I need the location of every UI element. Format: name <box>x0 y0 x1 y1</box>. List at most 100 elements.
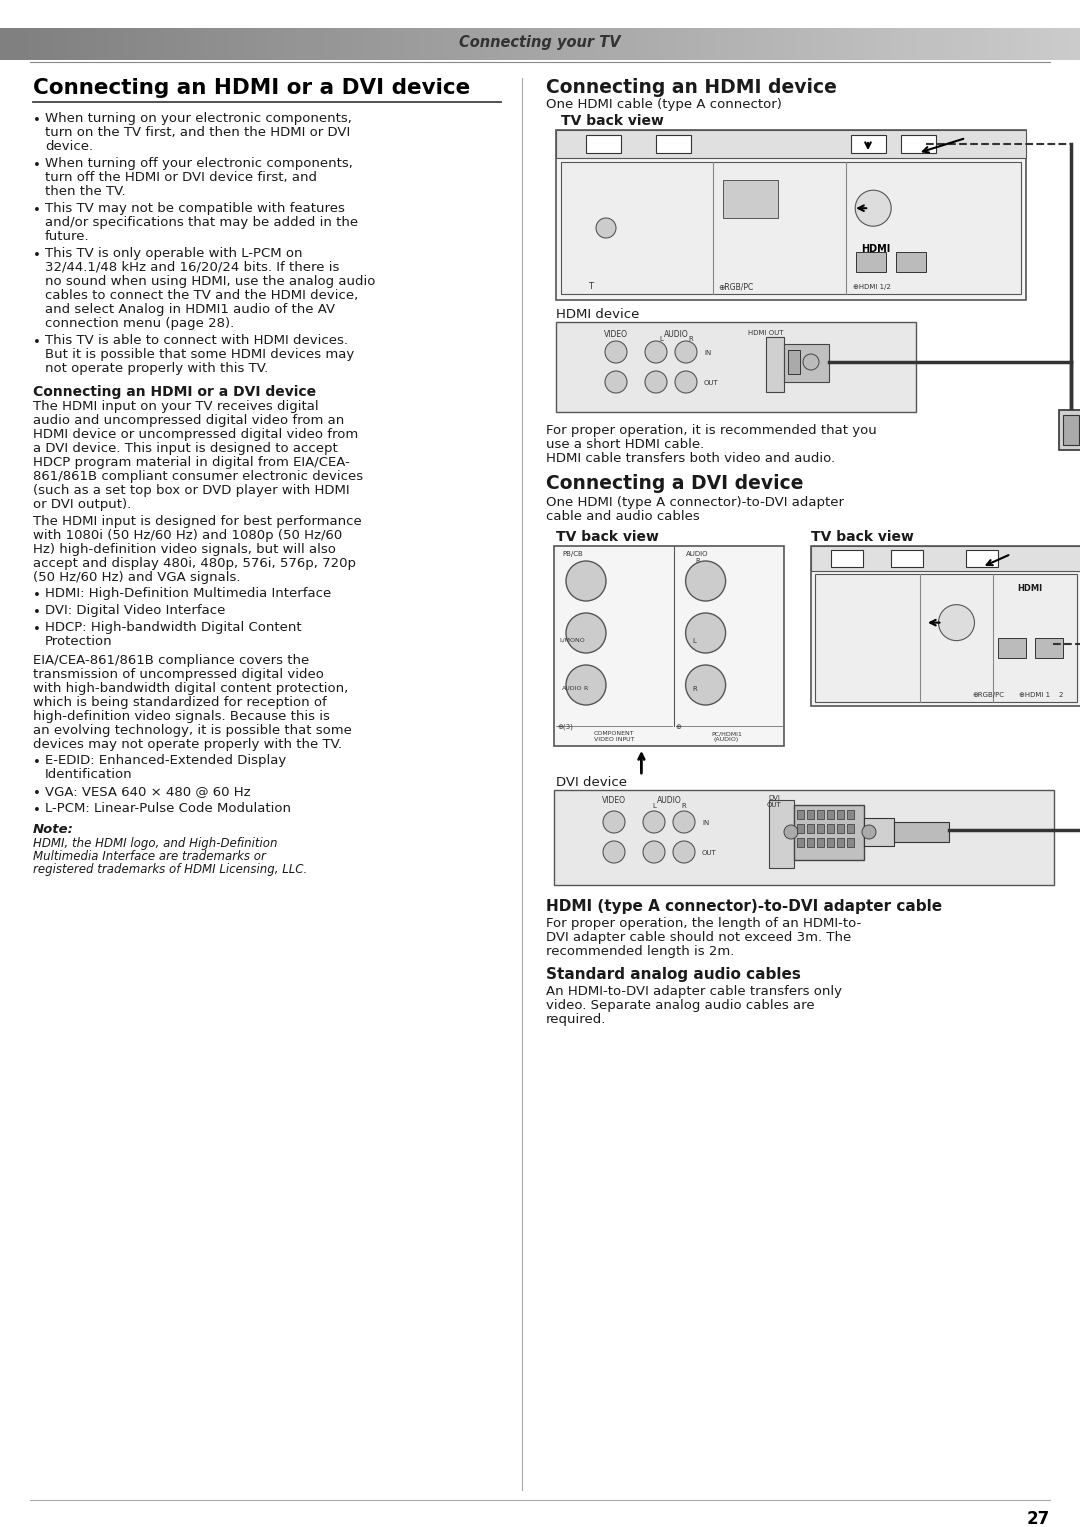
Bar <box>797 809 804 818</box>
Text: HDMI cable transfers both video and audio.: HDMI cable transfers both video and audi… <box>546 452 835 466</box>
Text: IN: IN <box>702 820 710 826</box>
Bar <box>95 27 110 60</box>
Text: accept and display 480i, 480p, 576i, 576p, 720p: accept and display 480i, 480p, 576i, 576… <box>33 557 356 570</box>
Text: •: • <box>33 249 41 263</box>
Bar <box>1053 27 1068 60</box>
Text: One HDMI cable (type A connector): One HDMI cable (type A connector) <box>546 98 782 111</box>
Bar <box>702 27 717 60</box>
Bar <box>486 27 501 60</box>
Text: When turning on your electronic components,: When turning on your electronic componen… <box>45 111 352 125</box>
Bar <box>986 27 1001 60</box>
Circle shape <box>605 371 627 392</box>
Bar <box>378 27 393 60</box>
Bar <box>405 27 420 60</box>
Circle shape <box>566 664 606 705</box>
Bar <box>945 27 960 60</box>
Text: ⊕HDMI 1: ⊕HDMI 1 <box>1020 692 1051 698</box>
Text: an evolving technology, it is possible that some: an evolving technology, it is possible t… <box>33 724 352 738</box>
Bar <box>864 818 894 846</box>
Text: •: • <box>33 336 41 350</box>
Bar <box>337 27 353 60</box>
Text: HDMI OUT: HDMI OUT <box>748 330 783 336</box>
Text: COMPONENT: COMPONENT <box>594 731 634 736</box>
Text: HDMI, the HDMI logo, and High-Definition: HDMI, the HDMI logo, and High-Definition <box>33 837 278 851</box>
Bar <box>847 809 854 818</box>
Bar <box>1063 415 1079 444</box>
Text: device.: device. <box>45 140 93 153</box>
Bar <box>189 27 204 60</box>
Text: DVI adapter cable should not exceed 3m. The: DVI adapter cable should not exceed 3m. … <box>546 931 851 944</box>
Bar <box>807 809 814 818</box>
Text: E-EDID: Enhanced-Extended Display: E-EDID: Enhanced-Extended Display <box>45 754 286 767</box>
Text: L: L <box>652 803 656 809</box>
Text: PC/HDMI1: PC/HDMI1 <box>711 731 742 736</box>
Text: future.: future. <box>45 231 90 243</box>
Text: •: • <box>33 589 41 602</box>
Text: An HDMI-to-DVI adapter cable transfers only: An HDMI-to-DVI adapter cable transfers o… <box>546 985 842 999</box>
Bar <box>581 27 596 60</box>
Bar <box>203 27 218 60</box>
Text: not operate properly with this TV.: not operate properly with this TV. <box>45 362 268 376</box>
Bar <box>959 27 974 60</box>
Text: When turning off your electronic components,: When turning off your electronic compone… <box>45 157 353 169</box>
Text: For proper operation, the length of an HDMI-to-: For proper operation, the length of an H… <box>546 918 861 930</box>
Bar <box>784 344 829 382</box>
Bar <box>41 27 56 60</box>
Text: cables to connect the TV and the HDMI device,: cables to connect the TV and the HDMI de… <box>45 289 359 302</box>
Circle shape <box>603 841 625 863</box>
Text: TV back view: TV back view <box>811 530 914 544</box>
Text: (AUDIO): (AUDIO) <box>714 738 739 742</box>
Bar <box>756 27 771 60</box>
Circle shape <box>784 825 798 838</box>
Bar <box>891 27 906 60</box>
Text: Connecting an HDMI or a DVI device: Connecting an HDMI or a DVI device <box>33 78 470 98</box>
Bar <box>901 134 936 153</box>
Bar <box>837 838 843 847</box>
Bar <box>270 27 285 60</box>
Text: PB/CB: PB/CB <box>562 551 583 557</box>
Bar <box>513 27 528 60</box>
Text: ⊕RGB/PC: ⊕RGB/PC <box>972 692 1004 698</box>
Bar <box>365 27 380 60</box>
Text: cable and audio cables: cable and audio cables <box>546 510 700 524</box>
Bar <box>851 27 866 60</box>
Bar <box>877 27 893 60</box>
Text: VIDEO: VIDEO <box>604 330 627 339</box>
Bar <box>864 27 879 60</box>
Text: AUDIO: AUDIO <box>686 551 708 557</box>
Bar <box>794 805 864 860</box>
Bar <box>816 809 824 818</box>
Text: HDMI: HDMI <box>862 244 891 253</box>
Text: Standard analog audio cables: Standard analog audio cables <box>546 967 801 982</box>
Bar <box>918 27 933 60</box>
Circle shape <box>605 341 627 363</box>
Text: For proper operation, it is recommended that you: For proper operation, it is recommended … <box>546 425 877 437</box>
Text: no sound when using HDMI, use the analog audio: no sound when using HDMI, use the analog… <box>45 275 376 289</box>
Bar <box>257 27 272 60</box>
Text: ⊕(3): ⊕(3) <box>557 724 572 730</box>
Text: AUDIO: AUDIO <box>657 796 681 805</box>
Bar <box>243 27 258 60</box>
Bar <box>554 27 569 60</box>
Circle shape <box>596 218 616 238</box>
Circle shape <box>686 664 726 705</box>
Text: Connecting an HDMI or a DVI device: Connecting an HDMI or a DVI device <box>33 385 316 399</box>
Bar <box>847 838 854 847</box>
Bar <box>554 547 784 747</box>
Bar <box>807 838 814 847</box>
Bar <box>656 134 691 153</box>
Text: VIDEO INPUT: VIDEO INPUT <box>594 738 634 742</box>
Bar <box>769 27 785 60</box>
Text: •: • <box>33 756 41 770</box>
Text: ⊕HDMI 1/2: ⊕HDMI 1/2 <box>853 284 891 290</box>
Text: T: T <box>589 282 594 292</box>
Bar <box>108 27 123 60</box>
Text: Identification: Identification <box>45 768 133 780</box>
Bar <box>1013 27 1028 60</box>
Circle shape <box>566 612 606 654</box>
Bar <box>229 27 245 60</box>
Bar <box>1067 27 1080 60</box>
Text: AUDIO: AUDIO <box>663 330 688 339</box>
Bar <box>896 252 927 272</box>
Text: ⊕RGB/PC: ⊕RGB/PC <box>718 282 753 292</box>
